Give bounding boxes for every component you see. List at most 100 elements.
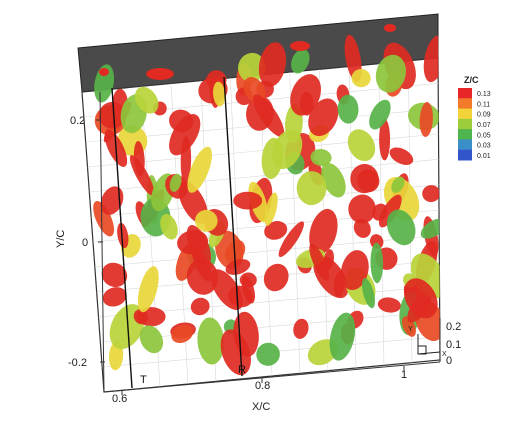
vortex-structures [93,24,440,376]
vortex-blob [296,171,327,206]
vortex-blob [357,169,380,193]
vortex-blob [423,35,440,83]
vortex-blob [99,68,109,76]
vortex-blob [386,209,416,246]
colorbar-level-label: 0.05 [477,132,491,139]
x-tick-label: 0.6 [112,393,127,405]
vortex-blob [379,118,391,161]
colorbar-swatch [458,88,472,99]
vortex-blob [171,324,194,344]
x-axis-line [103,361,441,393]
vortex-blob [264,221,288,240]
vortex-blob [391,176,405,193]
marker-label-t: T [140,374,147,386]
vortex-blob [293,318,309,339]
vortex-blob [117,222,129,249]
x-tick-label: 1 [401,369,407,381]
x-axis-label: X/C [252,401,270,413]
marker-line-t [111,87,133,389]
vortex-blob [403,278,438,319]
colorbar-swatch [458,139,472,151]
colorbar-swatch [458,129,472,140]
vortex-blob [351,68,371,88]
vortex-blob [137,266,159,313]
vortex-blob [133,140,145,177]
vortex-blob [233,191,263,210]
vortex-blob [290,41,310,51]
vortex-blob [384,24,396,32]
vortex-blob [98,101,126,129]
x-tick-label: 0.8 [255,380,270,392]
vortex-blob [422,185,440,203]
vortex-blob [329,312,356,361]
y-tick-label: -0.2 [68,357,87,369]
y-tick-marks [96,119,105,363]
vortex-blob [238,52,266,83]
vortex-blob [239,272,257,288]
vortex-blob [190,297,210,316]
colorbar-title: Z/C [464,75,479,85]
vortex-blob [93,200,115,237]
colorbar-level-label: 0.11 [477,101,490,108]
vortex-blob [389,147,414,165]
vortex-blob [419,102,433,137]
vortex-blob [187,146,213,193]
vortex-blob [347,129,376,162]
vortex-blob [100,186,124,215]
vortex-blob [353,218,371,238]
y-tick-label: 0.2 [70,115,85,127]
vortex-blob [278,221,305,258]
marker-label-r: R [238,364,246,376]
colorbar: Z/C 0.13 0.11 0.09 0.07 0.05 0.03 0.01 [458,75,491,161]
vortex-blob [377,297,401,313]
vortex-blob [370,242,384,284]
vortex-blob [361,278,376,309]
vortex-blob [340,250,369,291]
vortex-blob [213,81,226,107]
vortex-blob [323,249,334,271]
vortex-blob [378,194,402,228]
vortex-blob [321,162,346,198]
vortex-blob [102,287,127,307]
vortex-blob [310,149,332,166]
vortex-blob [169,173,182,192]
vortex-blob [264,192,278,226]
vortex-blob [225,259,251,275]
vortex-blob [291,49,310,74]
vortex-blob [337,94,359,124]
vortex-blob [139,325,164,354]
vortex-blob [94,64,115,103]
z-tick-label: 0.2 [446,321,461,333]
vortex-blob [348,194,376,224]
z-tick-label: 0.1 [446,339,461,351]
colorbar-swatch [458,98,472,110]
y-axis-label: Y/C [55,230,67,248]
axis-triad [417,334,441,355]
vortex-blob [309,208,338,255]
colorbar-level-label: 0.09 [477,112,491,119]
vortex-blob [160,214,178,240]
vortex-blob [169,114,201,156]
x-tick-marks [121,366,405,395]
marker-line-r [223,76,243,377]
vortex-blob [177,230,209,255]
vortex-blob [290,74,322,116]
colorbar-level-label: 0.13 [477,91,491,98]
vortex-blob [369,99,391,130]
colorbar-swatch [458,108,472,120]
colorbar-level-label: 0.07 [477,122,491,129]
vortex-blob [272,129,303,170]
colorbar-swatch [458,149,472,161]
vortex-blob [308,98,339,137]
vortex-blob [146,68,174,80]
triad-x-label: X [442,351,447,358]
triad-y-label: Y [408,326,413,333]
vortex-blob [195,209,218,232]
colorbar-swatch [458,118,472,130]
vortex-blob [253,94,285,137]
vortex-blob [375,54,406,93]
colorbar-level-label: 0.01 [477,153,491,160]
vortex-blob [186,258,219,295]
vortex-blob [258,42,287,87]
vortex-blob [309,243,330,281]
